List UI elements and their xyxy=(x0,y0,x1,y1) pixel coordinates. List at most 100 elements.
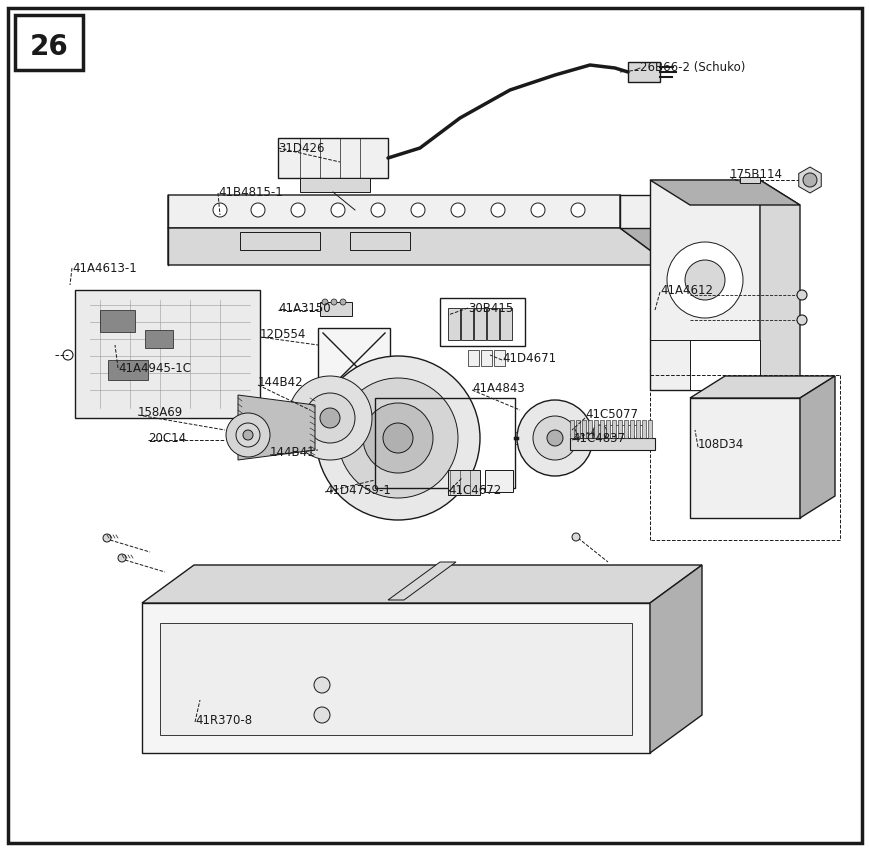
Circle shape xyxy=(226,413,269,457)
Polygon shape xyxy=(649,180,760,390)
Polygon shape xyxy=(606,420,609,438)
Text: 41D4671: 41D4671 xyxy=(501,351,555,364)
Circle shape xyxy=(370,203,385,217)
Text: 26: 26 xyxy=(30,33,69,61)
Text: 31D426: 31D426 xyxy=(278,141,324,155)
Bar xyxy=(500,308,512,340)
Circle shape xyxy=(235,423,260,447)
Bar xyxy=(145,330,173,348)
Bar xyxy=(474,308,486,340)
Text: 41C5077: 41C5077 xyxy=(584,408,637,421)
Circle shape xyxy=(315,356,480,520)
Circle shape xyxy=(533,416,576,460)
Polygon shape xyxy=(142,565,701,603)
Text: 108D34: 108D34 xyxy=(697,438,743,452)
Circle shape xyxy=(362,403,433,473)
Circle shape xyxy=(571,533,580,541)
Circle shape xyxy=(213,203,227,217)
Polygon shape xyxy=(689,340,760,390)
Polygon shape xyxy=(798,167,820,193)
Circle shape xyxy=(242,430,253,440)
Bar xyxy=(484,470,513,492)
Bar xyxy=(318,328,389,400)
Polygon shape xyxy=(620,195,669,265)
Polygon shape xyxy=(587,420,591,438)
Text: 158A69: 158A69 xyxy=(138,407,183,420)
Polygon shape xyxy=(641,420,646,438)
Polygon shape xyxy=(278,138,388,178)
Circle shape xyxy=(593,425,607,439)
Circle shape xyxy=(288,376,372,460)
Circle shape xyxy=(314,707,329,723)
Text: 144B41: 144B41 xyxy=(269,447,315,460)
Polygon shape xyxy=(611,420,615,438)
Bar xyxy=(375,398,514,488)
Bar xyxy=(487,308,499,340)
Text: 41D4759-1: 41D4759-1 xyxy=(325,483,390,496)
Polygon shape xyxy=(627,62,660,82)
Polygon shape xyxy=(799,376,834,518)
Polygon shape xyxy=(300,178,369,192)
Polygon shape xyxy=(168,228,669,265)
Polygon shape xyxy=(623,420,627,438)
Text: 41A4613-1: 41A4613-1 xyxy=(72,261,136,275)
Circle shape xyxy=(796,315,806,325)
Circle shape xyxy=(382,423,413,453)
Circle shape xyxy=(796,290,806,300)
Polygon shape xyxy=(168,195,669,228)
Circle shape xyxy=(684,260,724,300)
Circle shape xyxy=(63,350,73,360)
Text: 30B415: 30B415 xyxy=(468,301,513,315)
Text: 144B42: 144B42 xyxy=(258,376,303,390)
Text: 41C4837: 41C4837 xyxy=(571,431,624,444)
Text: 12D554: 12D554 xyxy=(260,328,306,341)
Polygon shape xyxy=(649,180,799,205)
Bar xyxy=(240,232,320,250)
Circle shape xyxy=(667,242,742,318)
Circle shape xyxy=(570,203,584,217)
Circle shape xyxy=(490,203,504,217)
Text: 41A3150: 41A3150 xyxy=(278,301,330,315)
Polygon shape xyxy=(620,195,669,228)
Circle shape xyxy=(103,534,111,542)
Text: 20C14: 20C14 xyxy=(148,431,186,444)
Polygon shape xyxy=(689,376,834,398)
Text: 41A4612: 41A4612 xyxy=(660,283,713,296)
Bar xyxy=(448,470,480,495)
Polygon shape xyxy=(575,420,580,438)
Circle shape xyxy=(305,393,355,443)
Polygon shape xyxy=(594,420,597,438)
Circle shape xyxy=(516,400,593,476)
Bar xyxy=(440,298,524,346)
Polygon shape xyxy=(569,420,574,438)
Text: 41R370-8: 41R370-8 xyxy=(195,713,252,727)
Bar xyxy=(75,290,260,418)
Circle shape xyxy=(547,430,562,446)
Bar xyxy=(461,308,473,340)
Circle shape xyxy=(314,677,329,693)
Text: 41C4672: 41C4672 xyxy=(448,483,501,496)
Bar xyxy=(569,438,654,450)
Bar xyxy=(481,350,492,366)
Circle shape xyxy=(802,173,816,187)
Text: 26B66-2 (Schuko): 26B66-2 (Schuko) xyxy=(640,61,745,75)
Bar xyxy=(349,232,409,250)
Circle shape xyxy=(290,203,305,217)
Text: 41A4843: 41A4843 xyxy=(472,381,524,395)
Polygon shape xyxy=(647,420,651,438)
Circle shape xyxy=(450,203,464,217)
Bar xyxy=(448,308,460,340)
Polygon shape xyxy=(388,562,455,600)
Text: 41A4945-1C: 41A4945-1C xyxy=(118,362,191,374)
Polygon shape xyxy=(649,565,701,753)
Circle shape xyxy=(530,203,544,217)
Circle shape xyxy=(330,203,345,217)
Circle shape xyxy=(330,299,336,305)
Polygon shape xyxy=(635,420,640,438)
Polygon shape xyxy=(740,177,760,183)
Bar xyxy=(100,310,135,332)
Circle shape xyxy=(340,299,346,305)
Text: 175B114: 175B114 xyxy=(729,168,782,181)
Circle shape xyxy=(118,554,126,562)
Bar xyxy=(594,425,644,440)
